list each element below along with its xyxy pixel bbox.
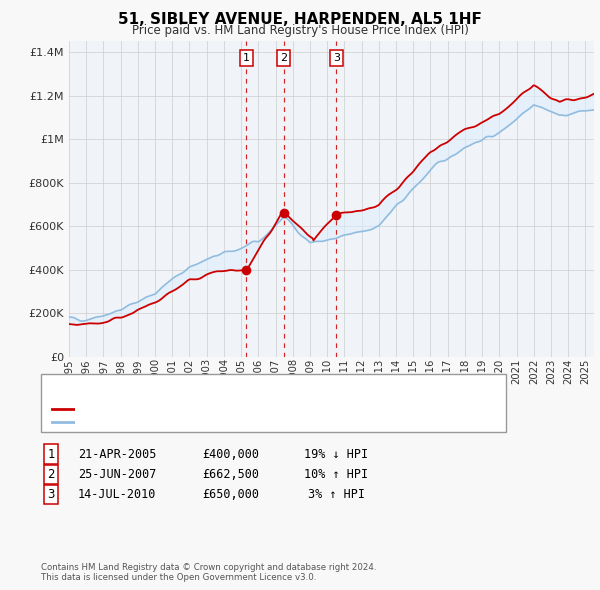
Text: This data is licensed under the Open Government Licence v3.0.: This data is licensed under the Open Gov… — [41, 572, 316, 582]
Text: 51, SIBLEY AVENUE, HARPENDEN, AL5 1HF: 51, SIBLEY AVENUE, HARPENDEN, AL5 1HF — [118, 12, 482, 27]
Text: 19% ↓ HPI: 19% ↓ HPI — [304, 448, 368, 461]
Text: 21-APR-2005: 21-APR-2005 — [78, 448, 156, 461]
Text: 3: 3 — [47, 488, 55, 501]
Text: £650,000: £650,000 — [203, 488, 260, 501]
Text: 25-JUN-2007: 25-JUN-2007 — [78, 468, 156, 481]
Text: 1: 1 — [47, 448, 55, 461]
Text: 2: 2 — [280, 53, 287, 63]
Text: 10% ↑ HPI: 10% ↑ HPI — [304, 468, 368, 481]
Text: £400,000: £400,000 — [203, 448, 260, 461]
Text: 51, SIBLEY AVENUE, HARPENDEN, AL5 1HF (detached house): 51, SIBLEY AVENUE, HARPENDEN, AL5 1HF (d… — [86, 404, 419, 414]
Text: 2: 2 — [47, 468, 55, 481]
Text: 3% ↑ HPI: 3% ↑ HPI — [308, 488, 365, 501]
Text: Price paid vs. HM Land Registry's House Price Index (HPI): Price paid vs. HM Land Registry's House … — [131, 24, 469, 37]
Text: 3: 3 — [333, 53, 340, 63]
Text: HPI: Average price, detached house, St Albans: HPI: Average price, detached house, St A… — [86, 417, 340, 427]
Text: £662,500: £662,500 — [203, 468, 260, 481]
Text: Contains HM Land Registry data © Crown copyright and database right 2024.: Contains HM Land Registry data © Crown c… — [41, 563, 376, 572]
Text: 14-JUL-2010: 14-JUL-2010 — [78, 488, 156, 501]
Text: 1: 1 — [243, 53, 250, 63]
